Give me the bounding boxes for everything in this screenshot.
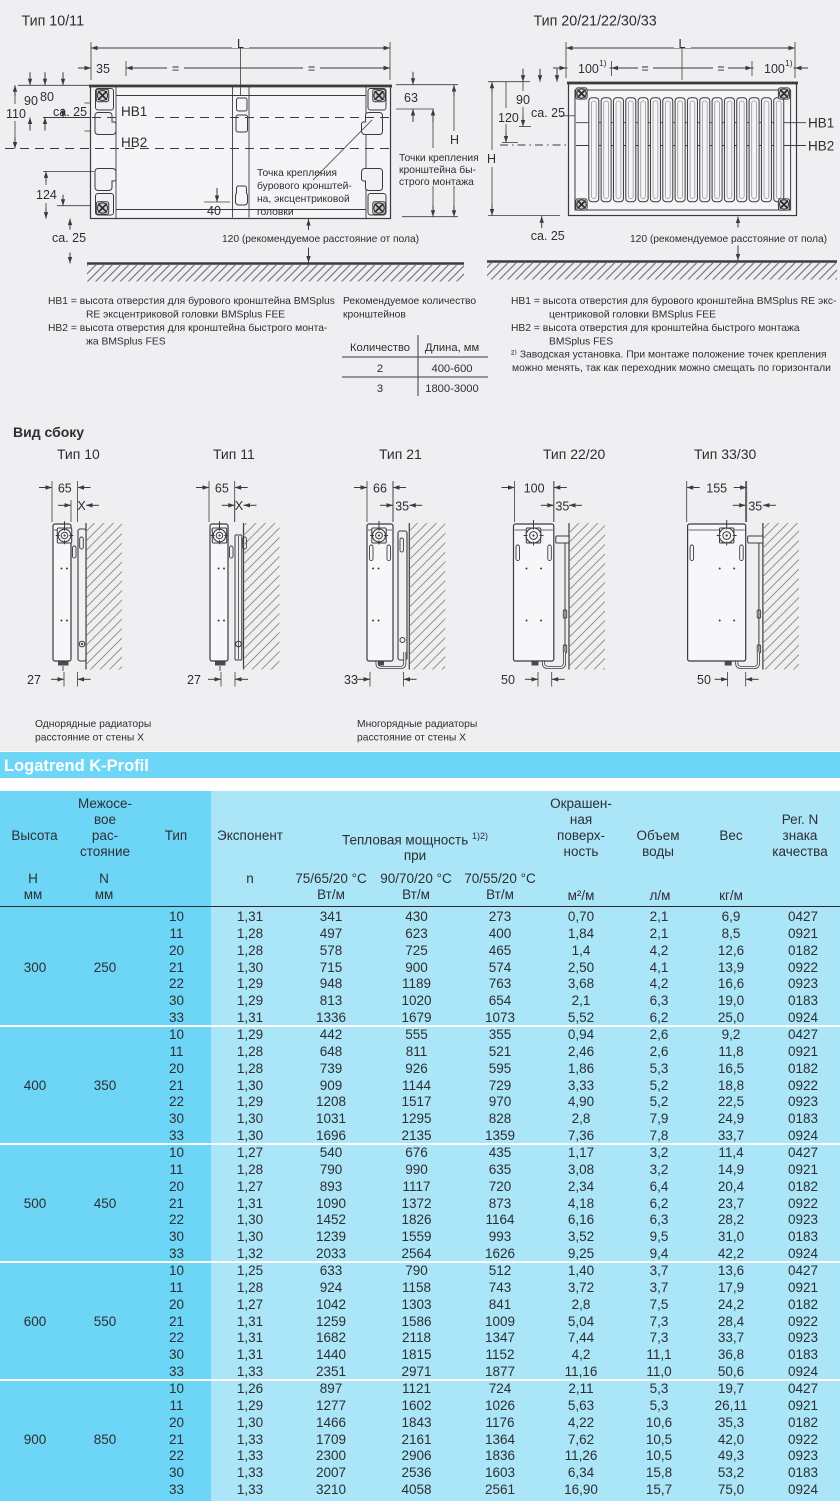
svg-text:1800-3000: 1800-3000: [425, 383, 479, 395]
svg-text:кронштейнов: кронштейнов: [343, 310, 406, 321]
svg-text:=: =: [308, 62, 315, 76]
svg-text:Тип 21: Тип 21: [379, 446, 422, 462]
svg-text:400-600: 400-600: [431, 363, 472, 375]
svg-text:НВ1: НВ1: [808, 116, 834, 131]
svg-text:50: 50: [501, 673, 515, 687]
svg-text:=: =: [717, 62, 724, 76]
svg-text:120 (рекомендуемое расстояние: 120 (рекомендуемое расстояние от пола): [630, 234, 827, 245]
svg-text:Н: Н: [487, 152, 496, 166]
svg-text:Тип 20/21/22/30/33: Тип 20/21/22/30/33: [534, 14, 657, 30]
svg-text:можно менять, так как переходн: можно менять, так как переходник можно с…: [512, 363, 831, 374]
svg-text:120 (рекомендуемое расстояние: 120 (рекомендуемое расстояние от пола): [222, 234, 419, 245]
svg-text:кронштейна бы-: кронштейна бы-: [399, 164, 476, 176]
svg-text:35: 35: [395, 500, 409, 514]
svg-text:90: 90: [516, 93, 530, 107]
svg-text:Однорядные радиаторы: Однорядные радиаторы: [35, 719, 151, 730]
svg-text:100: 100: [764, 62, 785, 76]
svg-text:155: 155: [706, 482, 727, 496]
svg-text:100: 100: [578, 62, 599, 76]
svg-text:Тип 33/30: Тип 33/30: [694, 446, 756, 462]
svg-text:расстояние от стены X: расстояние от стены X: [35, 733, 144, 744]
svg-text:110: 110: [6, 107, 26, 121]
svg-text:Количество: Количество: [350, 342, 410, 354]
svg-text:расстояние от стены X: расстояние от стены X: [357, 733, 466, 744]
svg-text:НВ1 = высота отверстия для бур: НВ1 = высота отверстия для бурового крон…: [48, 295, 335, 307]
svg-text:²⁾ Заводская установка. При мо: ²⁾ Заводская установка. При монтаже поло…: [511, 350, 827, 361]
svg-text:X: X: [77, 499, 86, 513]
svg-text:35: 35: [748, 500, 762, 514]
svg-text:Тип 10/11: Тип 10/11: [22, 14, 85, 30]
svg-text:1): 1): [785, 58, 793, 68]
svg-text:65: 65: [58, 482, 72, 496]
svg-text:ca. 25: ca. 25: [52, 231, 86, 245]
svg-text:Н: Н: [450, 133, 459, 147]
svg-text:90: 90: [24, 94, 38, 108]
svg-text:L: L: [237, 37, 244, 51]
svg-text:RE эксцентриковой головки BMSp: RE эксцентриковой головки BMSplus FEE: [86, 310, 285, 321]
svg-text:Тип 11: Тип 11: [213, 446, 255, 462]
svg-text:ca. 25: ca. 25: [531, 229, 565, 243]
svg-text:ca. 25: ca. 25: [53, 105, 87, 119]
svg-text:27: 27: [187, 673, 201, 687]
svg-text:124: 124: [36, 188, 57, 202]
svg-text:50: 50: [697, 673, 711, 687]
svg-text:Точки крепления: Точки крепления: [399, 153, 479, 164]
svg-text:центриковой головки BMSplus FE: центриковой головки BMSplus FEE: [549, 310, 716, 321]
svg-text:BMSplus FES: BMSplus FES: [549, 337, 613, 348]
svg-text:строго монтажа: строго монтажа: [399, 177, 474, 188]
svg-text:Тип 10: Тип 10: [57, 446, 100, 462]
svg-text:Длина, мм: Длина, мм: [425, 342, 479, 354]
svg-text:X: X: [235, 499, 244, 513]
svg-text:жа BMSplus FES: жа BMSplus FES: [86, 337, 166, 348]
svg-text:НВ2 = высота отверстия для кро: НВ2 = высота отверстия для кронштейна бы…: [48, 322, 327, 334]
svg-text:на, эксцентриковой: на, эксцентриковой: [257, 194, 350, 205]
svg-text:40: 40: [207, 204, 221, 218]
svg-text:35: 35: [555, 500, 569, 514]
svg-text:1): 1): [599, 58, 607, 68]
svg-text:66: 66: [373, 482, 387, 496]
svg-text:80: 80: [40, 90, 54, 104]
svg-text:Вид сбоку: Вид сбоку: [13, 424, 84, 440]
svg-text:НВ1 = высота отверстия для бур: НВ1 = высота отверстия для бурового крон…: [511, 295, 836, 307]
svg-text:3: 3: [377, 383, 383, 395]
svg-text:100: 100: [524, 482, 545, 496]
svg-text:НВ1: НВ1: [121, 104, 147, 119]
svg-text:Многорядные радиаторы: Многорядные радиаторы: [357, 719, 477, 730]
svg-text:27: 27: [27, 673, 41, 687]
svg-text:НВ2: НВ2: [121, 135, 147, 150]
svg-text:бурового кронштей-: бурового кронштей-: [257, 180, 352, 192]
svg-text:33: 33: [344, 673, 358, 687]
svg-text:65: 65: [215, 482, 229, 496]
svg-text:L: L: [679, 37, 686, 51]
svg-text:НВ2 = высота отверстия для кро: НВ2 = высота отверстия для кронштейна бы…: [511, 322, 800, 334]
svg-text:2: 2: [377, 363, 383, 375]
svg-text:Рекомендуемое количество: Рекомендуемое количество: [343, 296, 476, 307]
svg-text:Точка крепления: Точка крепления: [257, 168, 337, 179]
svg-text:Тип 22/20: Тип 22/20: [543, 446, 605, 462]
svg-text:=: =: [641, 62, 648, 76]
svg-text:=: =: [172, 62, 179, 76]
svg-text:63: 63: [404, 91, 418, 105]
svg-text:НВ2: НВ2: [808, 139, 834, 154]
svg-text:головки: головки: [257, 207, 294, 218]
svg-text:35: 35: [96, 62, 110, 76]
svg-text:ca. 25: ca. 25: [531, 106, 565, 120]
svg-text:120: 120: [498, 111, 519, 125]
